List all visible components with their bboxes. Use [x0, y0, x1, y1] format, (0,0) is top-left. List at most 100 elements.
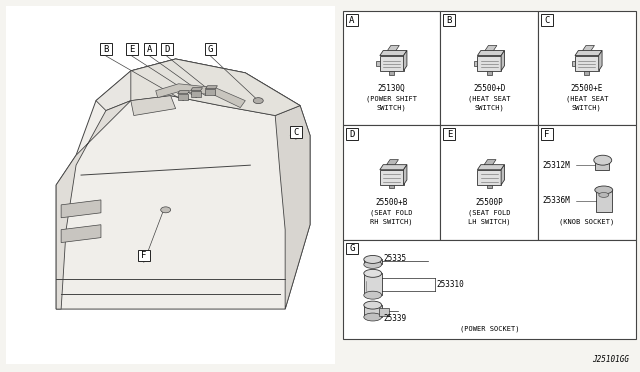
Bar — [138, 250, 150, 262]
Bar — [161, 43, 173, 55]
Bar — [346, 128, 358, 140]
Bar — [487, 71, 492, 75]
Bar — [364, 305, 381, 317]
Polygon shape — [61, 225, 101, 243]
Bar — [596, 190, 612, 212]
Bar — [538, 125, 636, 240]
Text: SWITCH): SWITCH) — [572, 104, 602, 111]
Bar — [100, 43, 112, 55]
Text: 25336M: 25336M — [542, 196, 570, 205]
Text: (SEAT FOLD: (SEAT FOLD — [468, 209, 511, 216]
Polygon shape — [404, 51, 407, 71]
Bar — [191, 91, 200, 97]
Polygon shape — [404, 165, 407, 185]
Polygon shape — [387, 45, 399, 51]
Bar — [595, 160, 609, 170]
Bar — [541, 128, 553, 140]
Text: SWITCH): SWITCH) — [377, 104, 406, 111]
Polygon shape — [56, 101, 131, 309]
Text: (HEAT SEAT: (HEAT SEAT — [566, 95, 608, 102]
Ellipse shape — [595, 186, 612, 194]
Polygon shape — [477, 170, 501, 185]
Polygon shape — [205, 86, 218, 89]
Bar — [364, 273, 381, 295]
Polygon shape — [485, 45, 497, 51]
Polygon shape — [501, 51, 504, 71]
Text: B: B — [447, 16, 452, 25]
Bar — [205, 43, 216, 55]
Bar — [487, 185, 492, 188]
Text: C: C — [545, 16, 550, 25]
Polygon shape — [575, 51, 602, 55]
Text: E: E — [447, 130, 452, 139]
Text: G: G — [208, 45, 213, 54]
Text: 25500P: 25500P — [476, 198, 503, 207]
Ellipse shape — [364, 301, 381, 309]
Polygon shape — [477, 55, 501, 71]
Bar — [440, 11, 538, 125]
Polygon shape — [131, 96, 175, 116]
Text: 25500+D: 25500+D — [473, 84, 506, 93]
Text: 25339: 25339 — [384, 314, 407, 324]
Polygon shape — [380, 170, 404, 185]
Text: A: A — [349, 16, 355, 25]
Bar — [584, 71, 589, 75]
Polygon shape — [575, 55, 598, 71]
Bar — [440, 125, 538, 240]
Text: 25312M: 25312M — [542, 161, 570, 170]
Bar — [444, 128, 456, 140]
Polygon shape — [376, 61, 380, 66]
Bar — [538, 11, 636, 125]
Text: (POWER SHIFT: (POWER SHIFT — [366, 95, 417, 102]
Polygon shape — [61, 200, 101, 218]
Polygon shape — [484, 160, 496, 165]
Text: C: C — [293, 128, 299, 137]
Bar — [144, 43, 156, 55]
Ellipse shape — [364, 269, 381, 277]
Ellipse shape — [161, 207, 171, 213]
Bar — [343, 125, 440, 240]
Polygon shape — [96, 59, 300, 116]
Polygon shape — [178, 91, 189, 94]
Text: 25335: 25335 — [384, 254, 407, 263]
Bar — [205, 89, 216, 95]
Bar — [541, 14, 553, 26]
Polygon shape — [380, 55, 404, 71]
Bar — [290, 126, 302, 138]
Polygon shape — [56, 59, 310, 309]
Polygon shape — [380, 51, 407, 55]
Bar — [178, 94, 188, 100]
Text: F: F — [141, 251, 147, 260]
Polygon shape — [477, 165, 504, 170]
Polygon shape — [582, 45, 595, 51]
Text: (HEAT SEAT: (HEAT SEAT — [468, 95, 511, 102]
Bar — [389, 185, 394, 188]
Text: 253310: 253310 — [436, 280, 464, 289]
Text: D: D — [349, 130, 355, 139]
Text: 25500+E: 25500+E — [571, 84, 603, 93]
Bar — [343, 11, 440, 125]
Ellipse shape — [599, 192, 609, 198]
Polygon shape — [275, 106, 310, 309]
Ellipse shape — [364, 291, 381, 299]
Text: (POWER SOCKET): (POWER SOCKET) — [460, 326, 519, 332]
Text: B: B — [103, 45, 109, 54]
Ellipse shape — [253, 98, 263, 104]
Polygon shape — [474, 61, 477, 66]
Polygon shape — [387, 160, 399, 165]
Ellipse shape — [364, 260, 381, 268]
Text: E: E — [129, 45, 134, 54]
Text: J25101GG: J25101GG — [591, 355, 628, 364]
Bar — [126, 43, 138, 55]
Bar — [6, 6, 335, 364]
Ellipse shape — [364, 256, 381, 263]
Polygon shape — [141, 81, 255, 109]
Polygon shape — [131, 59, 300, 116]
Text: (SEAT FOLD: (SEAT FOLD — [371, 209, 413, 216]
Polygon shape — [501, 165, 504, 185]
Bar — [444, 14, 456, 26]
Text: A: A — [147, 45, 152, 54]
Polygon shape — [191, 88, 202, 91]
Bar — [364, 259, 381, 264]
Ellipse shape — [594, 155, 612, 165]
